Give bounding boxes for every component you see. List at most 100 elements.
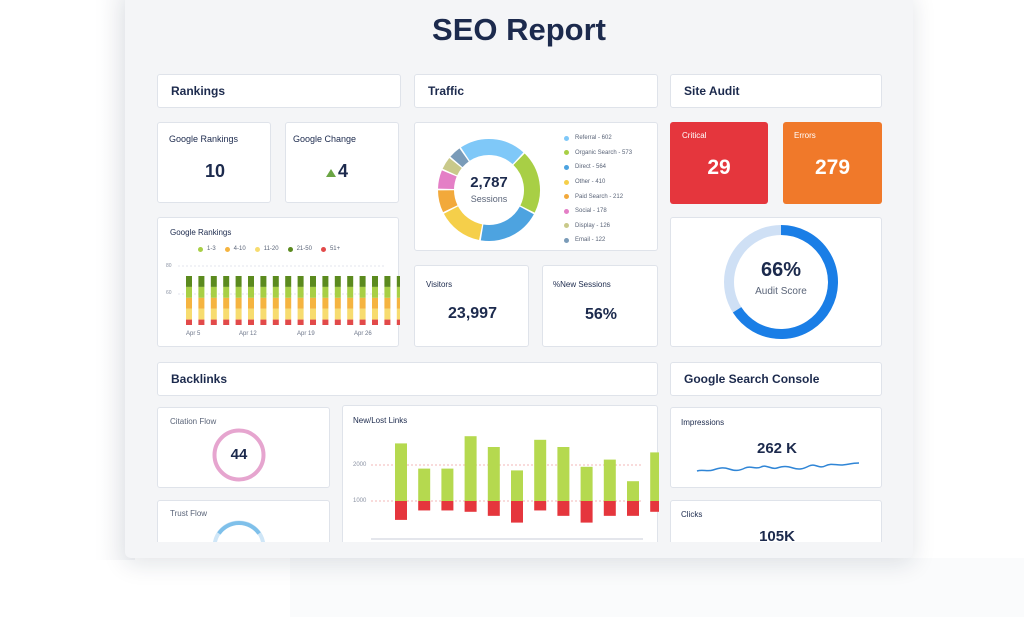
- google-change-value: 4: [338, 161, 349, 181]
- rankings-bar-segment: [248, 276, 254, 287]
- google-rankings-card[interactable]: Google Rankings 10: [157, 122, 271, 203]
- rankings-bar-segment: [285, 276, 292, 287]
- rankings-legend-item: 21-50: [287, 246, 312, 252]
- up-arrow-icon: [326, 169, 336, 177]
- citation-flow-card[interactable]: Citation Flow 44: [157, 407, 330, 488]
- rankings-bar-segment: [384, 286, 391, 298]
- audit-score-card[interactable]: 66% Audit Score: [670, 217, 882, 347]
- impressions-card[interactable]: Impressions 262 K: [670, 407, 882, 488]
- legend-dot: [564, 135, 569, 141]
- audit-ring-fill: [732, 225, 838, 339]
- new-links-bar: [557, 447, 570, 501]
- rankings-bar-segment: [198, 297, 205, 309]
- background-block: [290, 558, 1024, 617]
- new-lost-links-card[interactable]: New/Lost Links 2000 1000: [342, 405, 659, 542]
- new-links-bar: [395, 443, 407, 501]
- rankings-bar-segment: [322, 319, 329, 325]
- critical-value: 29: [707, 156, 731, 179]
- trust-flow-card[interactable]: Trust Flow: [157, 500, 330, 542]
- critical-label: Critical: [682, 131, 707, 140]
- donut-slice: [438, 170, 457, 190]
- trust-flow-label: Trust Flow: [170, 509, 208, 518]
- rankings-bar-segment: [372, 319, 378, 325]
- rankings-legend-item: 4-10: [224, 246, 246, 252]
- lost-links-bar: [534, 501, 547, 511]
- lost-links-bar: [487, 501, 500, 516]
- visitors-card[interactable]: Visitors 23,997: [414, 265, 529, 347]
- rankings-bar-segment: [372, 297, 378, 309]
- rankings-bar-segment: [260, 276, 267, 287]
- rankings-bar-segment: [285, 308, 292, 320]
- rankings-bar-segment: [359, 286, 366, 298]
- rankings-bar-segment: [359, 297, 366, 309]
- sessions-label: Sessions: [470, 194, 508, 204]
- new-sessions-label: %New Sessions: [553, 280, 611, 289]
- rankings-bar-segment: [396, 319, 400, 325]
- rankings-bar-segment: [210, 308, 217, 320]
- rankings-bar-segment: [235, 276, 242, 287]
- critical-card[interactable]: Critical 29: [670, 122, 768, 204]
- new-lost-links-bars: [371, 436, 659, 540]
- legend-label: Social - 178: [575, 208, 607, 215]
- legend-dot: [564, 208, 569, 214]
- legend-label: Paid Search - 212: [575, 193, 624, 200]
- new-links-bar: [534, 439, 547, 501]
- rankings-bar-segment: [297, 276, 304, 287]
- rankings-bar-segment: [235, 319, 242, 325]
- rankings-bar-segment: [285, 319, 292, 325]
- donut-slice: [460, 139, 524, 165]
- rankings-bar-segment: [223, 286, 230, 298]
- legend-dot: [287, 246, 293, 252]
- rankings-bar-segment: [260, 297, 267, 309]
- rankings-bar-segment: [372, 286, 378, 298]
- clicks-value: 105K: [759, 528, 795, 542]
- rankings-bar-segment: [310, 308, 316, 320]
- citation-flow-label: Citation Flow: [170, 417, 217, 426]
- legend-dot: [564, 237, 569, 243]
- rankings-bar-segment: [396, 308, 400, 320]
- rankings-bar-segment: [285, 297, 292, 309]
- donut-slice: [480, 206, 534, 241]
- links-y-label: 1000: [353, 498, 367, 504]
- section-backlinks: Backlinks: [157, 362, 658, 396]
- section-rankings: Rankings: [157, 74, 401, 108]
- visitors-value: 23,997: [448, 305, 497, 322]
- new-sessions-card[interactable]: %New Sessions 56%: [542, 265, 658, 347]
- rankings-bar-segment: [310, 297, 316, 309]
- new-links-bar: [418, 468, 431, 501]
- traffic-legend-item: Display - 126: [564, 219, 632, 234]
- rankings-bar-segment: [334, 276, 341, 287]
- new-links-bar: [511, 470, 523, 501]
- legend-label: Email - 122: [575, 237, 606, 244]
- rankings-bar-segment: [223, 276, 230, 287]
- new-links-bar: [487, 447, 500, 501]
- rankings-bar-segment: [272, 286, 279, 298]
- audit-score-value: 66%: [760, 259, 802, 281]
- rankings-bar-segment: [347, 319, 354, 325]
- legend-label: Referral - 602: [575, 135, 612, 142]
- new-sessions-value: 56%: [584, 306, 618, 323]
- errors-card[interactable]: Errors 279: [783, 122, 882, 204]
- google-rankings-value: 10: [204, 161, 226, 181]
- citation-flow-value: 44: [230, 446, 248, 463]
- rankings-chart-title: Google Rankings: [170, 228, 232, 237]
- legend-dot: [320, 246, 326, 252]
- rankings-bar-segment: [186, 276, 192, 287]
- legend-dot: [254, 246, 260, 252]
- google-rankings-chart-card[interactable]: Google Rankings 1-3 4-10 11-20 21-50 51+ 80 …: [157, 217, 400, 347]
- rankings-y-label: 60: [166, 290, 172, 296]
- citation-flow-ring: [212, 428, 266, 482]
- donut-slice: [438, 189, 458, 213]
- new-links-bar: [627, 481, 639, 501]
- rankings-bar-segment: [223, 297, 230, 309]
- clicks-card[interactable]: Clicks 105K: [670, 500, 882, 542]
- rankings-bar-segment: [334, 286, 341, 298]
- rankings-bar-segment: [210, 276, 217, 287]
- links-y-label: 2000: [353, 462, 367, 468]
- google-change-card[interactable]: Google Change 4: [285, 122, 399, 203]
- traffic-sessions-card[interactable]: 2,787 Sessions Referral - 602 Organic Sea…: [414, 122, 658, 251]
- rankings-bar-segment: [384, 319, 391, 325]
- section-google-search-console: Google Search Console: [670, 362, 882, 396]
- legend-label: 21-50: [296, 246, 312, 252]
- donut-slice: [450, 148, 469, 168]
